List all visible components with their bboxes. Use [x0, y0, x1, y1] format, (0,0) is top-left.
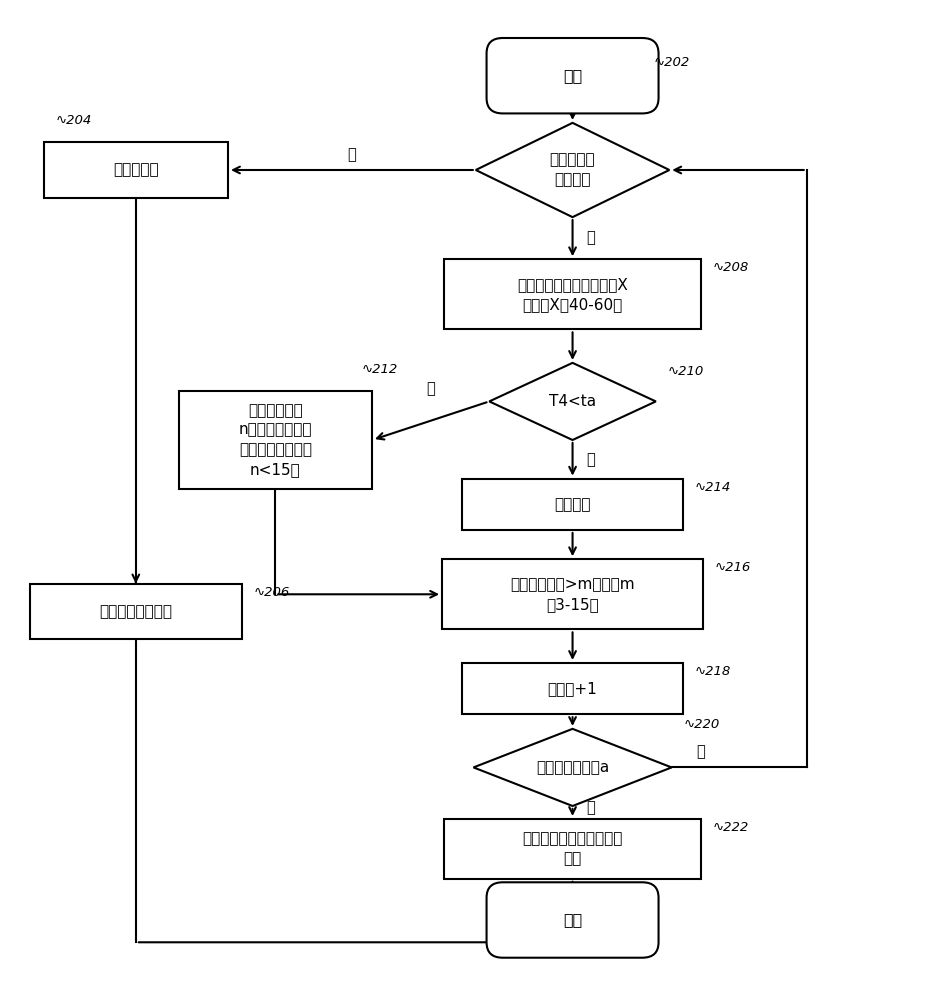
Text: 开始: 开始 [563, 68, 582, 83]
Text: ∿216: ∿216 [715, 561, 751, 574]
Text: 是: 是 [427, 381, 435, 396]
Text: ∿222: ∿222 [713, 821, 749, 834]
Text: ∿206: ∿206 [253, 586, 290, 599]
Text: 标记值是否大于a: 标记值是否大于a [536, 760, 609, 775]
Bar [30, 584, 242, 639]
Text: 提示用户空调器发生冰堵
故障: 提示用户空调器发生冰堵 故障 [522, 831, 623, 866]
Text: 开启加热装置
n分钟后开启水泵
（预防水温过高，
n<15）: 开启加热装置 n分钟后开启水泵 （预防水温过高， n<15） [238, 403, 312, 477]
Text: ∿208: ∿208 [713, 261, 749, 274]
Text: 否: 否 [586, 231, 595, 246]
Text: 集水阀门保持开启: 集水阀门保持开启 [99, 604, 173, 619]
Text: 结束: 结束 [563, 912, 582, 928]
Bar [43, 142, 228, 198]
Bar [442, 559, 704, 629]
FancyBboxPatch shape [487, 882, 658, 958]
Text: T4<ta: T4<ta [549, 394, 597, 409]
Text: ∿220: ∿220 [683, 718, 719, 731]
Polygon shape [490, 363, 656, 440]
Text: ∿214: ∿214 [694, 481, 731, 494]
FancyBboxPatch shape [487, 38, 658, 113]
Bar [445, 819, 701, 879]
Polygon shape [476, 123, 670, 217]
Text: 室内机水箱
是否水满: 室内机水箱 是否水满 [550, 153, 596, 187]
Text: ∿218: ∿218 [694, 665, 731, 678]
Text: 是: 是 [348, 147, 356, 162]
Text: ∿202: ∿202 [654, 55, 690, 68]
Text: 否: 否 [586, 452, 595, 467]
Bar [178, 391, 372, 489]
Text: 集水阀门关闭收集冷凝水X
分钟（X取40-60）: 集水阀门关闭收集冷凝水X 分钟（X取40-60） [517, 277, 628, 312]
Polygon shape [474, 729, 672, 806]
Text: ∿210: ∿210 [668, 365, 704, 378]
Text: 标记值+1: 标记值+1 [548, 681, 598, 696]
Text: 标记值清零: 标记值清零 [113, 162, 159, 178]
Text: 水泵运行时间>m分钟（m
取3-15）: 水泵运行时间>m分钟（m 取3-15） [510, 577, 635, 612]
Bar [445, 259, 701, 329]
Text: 否: 否 [696, 744, 704, 760]
Bar [462, 663, 683, 714]
Text: ∿212: ∿212 [361, 363, 398, 376]
Bar [462, 479, 683, 530]
Text: 是: 是 [586, 801, 595, 816]
Text: ∿204: ∿204 [55, 114, 92, 127]
Text: 开启水泵: 开启水泵 [554, 497, 591, 512]
